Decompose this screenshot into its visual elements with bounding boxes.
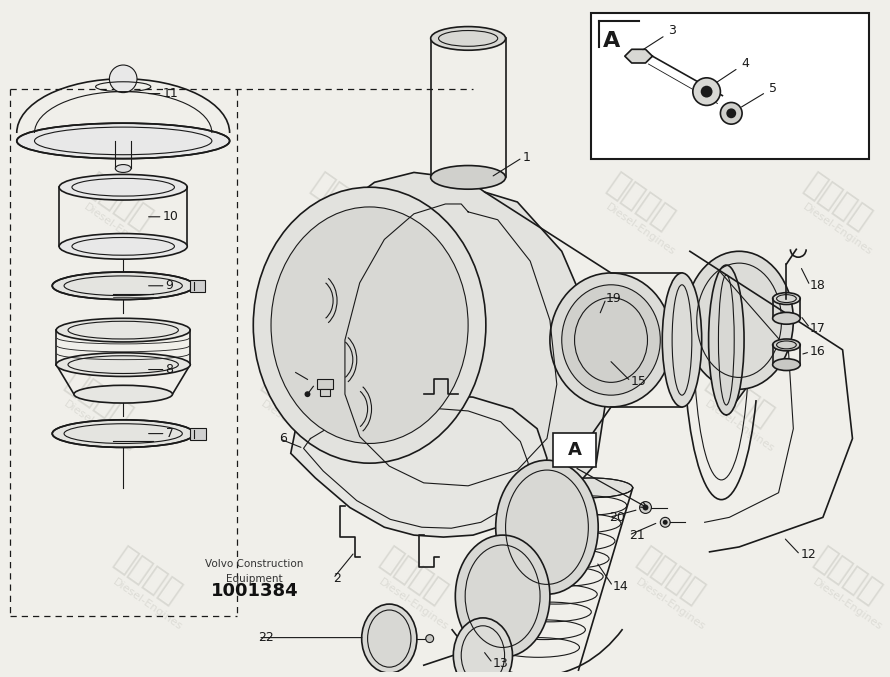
Circle shape <box>643 504 649 510</box>
Ellipse shape <box>53 420 194 447</box>
Bar <box>190 280 205 292</box>
Text: Diesel-Engines: Diesel-Engines <box>111 576 184 632</box>
Ellipse shape <box>685 251 793 389</box>
Text: A: A <box>568 441 581 460</box>
Circle shape <box>692 78 720 106</box>
Polygon shape <box>291 394 547 537</box>
Ellipse shape <box>773 312 800 324</box>
Circle shape <box>304 391 311 397</box>
Ellipse shape <box>496 460 598 594</box>
Text: Diesel-Engines: Diesel-Engines <box>82 202 155 257</box>
Text: Diesel-Engines: Diesel-Engines <box>811 576 884 632</box>
Text: 14: 14 <box>613 580 628 593</box>
Circle shape <box>640 502 651 513</box>
Text: 18: 18 <box>810 280 826 292</box>
Ellipse shape <box>271 207 468 443</box>
Bar <box>320 389 330 396</box>
Text: 柴发动力: 柴发动力 <box>799 169 876 235</box>
Text: 5: 5 <box>741 82 777 107</box>
Text: 10: 10 <box>163 211 179 223</box>
Circle shape <box>109 65 137 93</box>
Text: Diesel-Engines: Diesel-Engines <box>634 576 707 632</box>
Text: 柴发动力: 柴发动力 <box>307 169 384 235</box>
Text: 柴发动力: 柴发动力 <box>80 169 157 235</box>
Ellipse shape <box>550 273 672 407</box>
Text: 15: 15 <box>631 375 647 388</box>
Text: 柴发动力: 柴发动力 <box>484 366 561 432</box>
Ellipse shape <box>254 188 486 463</box>
Text: 7: 7 <box>166 427 174 440</box>
Text: Diesel-Engines: Diesel-Engines <box>377 576 450 632</box>
Ellipse shape <box>431 26 506 50</box>
Polygon shape <box>625 49 652 63</box>
Ellipse shape <box>74 385 173 403</box>
Polygon shape <box>305 173 606 517</box>
Text: 柴发动力: 柴发动力 <box>603 169 679 235</box>
Circle shape <box>726 108 736 118</box>
Bar <box>190 428 206 439</box>
Bar <box>553 433 596 467</box>
Text: Diesel-Engines: Diesel-Engines <box>801 202 874 257</box>
Ellipse shape <box>59 175 187 200</box>
Text: Diesel-Engines: Diesel-Engines <box>259 399 332 454</box>
Text: 17: 17 <box>810 322 826 334</box>
Ellipse shape <box>56 353 190 376</box>
Text: 3: 3 <box>643 24 676 49</box>
Ellipse shape <box>56 318 190 342</box>
Ellipse shape <box>453 618 513 677</box>
Text: 8: 8 <box>166 363 174 376</box>
Text: 柴发动力: 柴发动力 <box>109 544 186 609</box>
Text: Diesel-Engines: Diesel-Engines <box>486 399 559 454</box>
Text: 柴发动力: 柴发动力 <box>809 544 886 609</box>
Ellipse shape <box>361 604 417 673</box>
Ellipse shape <box>59 234 187 259</box>
Ellipse shape <box>662 273 701 407</box>
Text: 13: 13 <box>493 657 508 670</box>
Circle shape <box>663 520 668 525</box>
Text: 11: 11 <box>163 87 178 100</box>
Text: Diesel-Engines: Diesel-Engines <box>308 202 382 257</box>
Text: Volvo Construction
Equipment: Volvo Construction Equipment <box>205 559 303 584</box>
Text: 4: 4 <box>716 57 749 82</box>
Text: 19: 19 <box>606 292 622 305</box>
Text: 1001384: 1001384 <box>210 582 298 600</box>
Circle shape <box>425 634 433 642</box>
Text: 柴发动力: 柴发动力 <box>61 366 137 432</box>
Text: 柴发动力: 柴发动力 <box>376 544 452 609</box>
Circle shape <box>700 86 713 97</box>
Ellipse shape <box>773 292 800 305</box>
Text: 柴发动力: 柴发动力 <box>632 544 708 609</box>
Text: 9: 9 <box>166 280 174 292</box>
Text: 6: 6 <box>279 432 287 445</box>
Ellipse shape <box>562 285 660 395</box>
Bar <box>318 379 333 389</box>
Ellipse shape <box>708 265 744 415</box>
Text: 1: 1 <box>522 151 530 164</box>
Ellipse shape <box>456 535 550 657</box>
Text: Diesel-Engines: Diesel-Engines <box>604 202 677 257</box>
Circle shape <box>720 102 742 124</box>
Circle shape <box>660 517 670 527</box>
Text: A: A <box>603 30 620 51</box>
Text: 16: 16 <box>810 345 826 358</box>
Text: 20: 20 <box>609 511 625 524</box>
Ellipse shape <box>773 359 800 370</box>
Text: 柴发动力: 柴发动力 <box>257 366 334 432</box>
Text: 2: 2 <box>333 572 341 585</box>
Ellipse shape <box>431 166 506 189</box>
Text: Diesel-Engines: Diesel-Engines <box>702 399 776 454</box>
Text: 21: 21 <box>628 529 644 542</box>
Ellipse shape <box>17 123 230 158</box>
Ellipse shape <box>550 478 633 498</box>
Text: 22: 22 <box>258 631 274 644</box>
Text: 柴发动力: 柴发动力 <box>701 366 777 432</box>
Ellipse shape <box>53 272 194 299</box>
Ellipse shape <box>116 165 131 173</box>
Bar <box>591 13 870 158</box>
Text: Diesel-Engines: Diesel-Engines <box>62 399 135 454</box>
Ellipse shape <box>773 339 800 351</box>
Text: 12: 12 <box>800 548 816 561</box>
